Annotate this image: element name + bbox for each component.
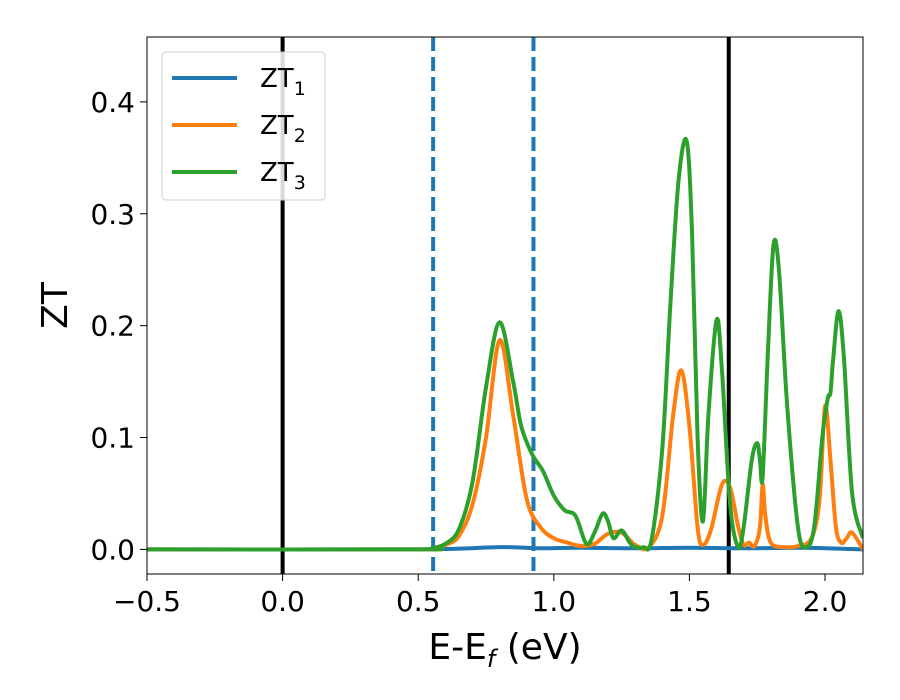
x-tick-label: −0.5 (113, 585, 181, 618)
legend: ZT1 ZT2 ZT3 (161, 51, 326, 201)
y-tick-label: 0.4 (90, 86, 135, 119)
y-tick-label: 0.3 (90, 198, 135, 231)
x-axis-ticks: −0.5 0.0 0.5 1.0 1.5 2.0 (113, 574, 847, 618)
x-tick-label: 1.0 (532, 585, 577, 618)
plot-frame (146, 36, 864, 575)
y-tick-label: 0.0 (90, 533, 135, 566)
x-tick-label: 0.5 (396, 585, 441, 618)
legend-box (161, 51, 326, 201)
series-line-3 (147, 136, 863, 552)
x-tick-label: 1.5 (667, 585, 712, 618)
y-tick-label: 0.2 (90, 310, 135, 343)
x-tick-label: 2.0 (803, 585, 848, 618)
x-tick-label: 0.0 (260, 585, 305, 618)
y-axis-title: ZT (35, 281, 76, 329)
vertical-reference-lines (280, 37, 731, 574)
x-axis-title: E-Ef (eV) (428, 627, 581, 673)
x-axis-title-unit: (eV) (495, 627, 581, 668)
y-axis-ticks: 0.0 0.1 0.2 0.3 0.4 (90, 86, 147, 566)
series-lines (147, 136, 863, 552)
y-tick-label: 0.1 (90, 422, 135, 455)
legend-label-3: ZT3 (260, 158, 306, 194)
x-axis-title-main: E-E (428, 627, 486, 668)
legend-label-2: ZT2 (260, 111, 306, 147)
legend-label-1: ZT1 (260, 64, 306, 100)
